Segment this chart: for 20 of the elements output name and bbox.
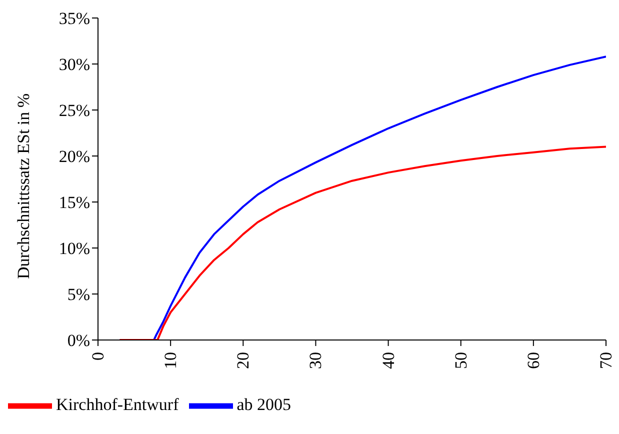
x-tick-label: 30 — [306, 352, 326, 369]
y-tick-label: 0% — [67, 331, 90, 350]
y-tick-label: 15% — [58, 193, 90, 212]
x-tick-label: 70 — [596, 352, 616, 369]
x-tick-label: 20 — [234, 352, 253, 369]
x-tick-label: 0 — [88, 352, 108, 360]
y-tick-label: 25% — [58, 101, 90, 120]
y-axis-title: Durchschnittssatz ESt in % — [14, 93, 34, 279]
legend-label: ab 2005 — [236, 394, 292, 414]
y-tick-label: 5% — [67, 285, 90, 304]
x-tick-label: 40 — [378, 352, 398, 369]
x-tick-label: 60 — [524, 352, 543, 369]
x-tick-label: 10 — [161, 352, 180, 369]
y-tick-label: 35% — [58, 9, 90, 28]
legend-label: Kirchhof-Entwurf — [56, 394, 179, 414]
x-tick-label: 50 — [451, 352, 470, 369]
y-tick-label: 10% — [58, 239, 90, 258]
y-tick-label: 20% — [58, 147, 90, 166]
line-series — [118, 146, 606, 340]
y-tick-label: 30% — [58, 55, 90, 74]
